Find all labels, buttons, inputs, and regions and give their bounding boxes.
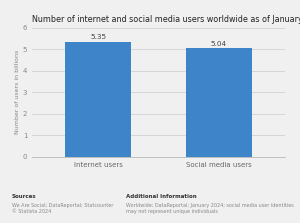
- Text: 5.04: 5.04: [211, 41, 227, 47]
- Text: We Are Social; DataReportal; Statcounter
© Statista 2024: We Are Social; DataReportal; Statcounter…: [12, 203, 113, 214]
- Text: Worldwide; DataReportal; January 2024; social media user identities may not repr: Worldwide; DataReportal; January 2024; s…: [126, 203, 294, 214]
- Text: Number of internet and social media users worldwide as of January 2024 (in billi: Number of internet and social media user…: [32, 15, 300, 24]
- Y-axis label: Number of users in billions: Number of users in billions: [15, 50, 20, 134]
- Text: Sources: Sources: [12, 194, 37, 199]
- Bar: [65, 41, 131, 157]
- Text: 5.35: 5.35: [90, 35, 106, 41]
- Text: Additional Information: Additional Information: [126, 194, 196, 199]
- Bar: [186, 48, 252, 157]
